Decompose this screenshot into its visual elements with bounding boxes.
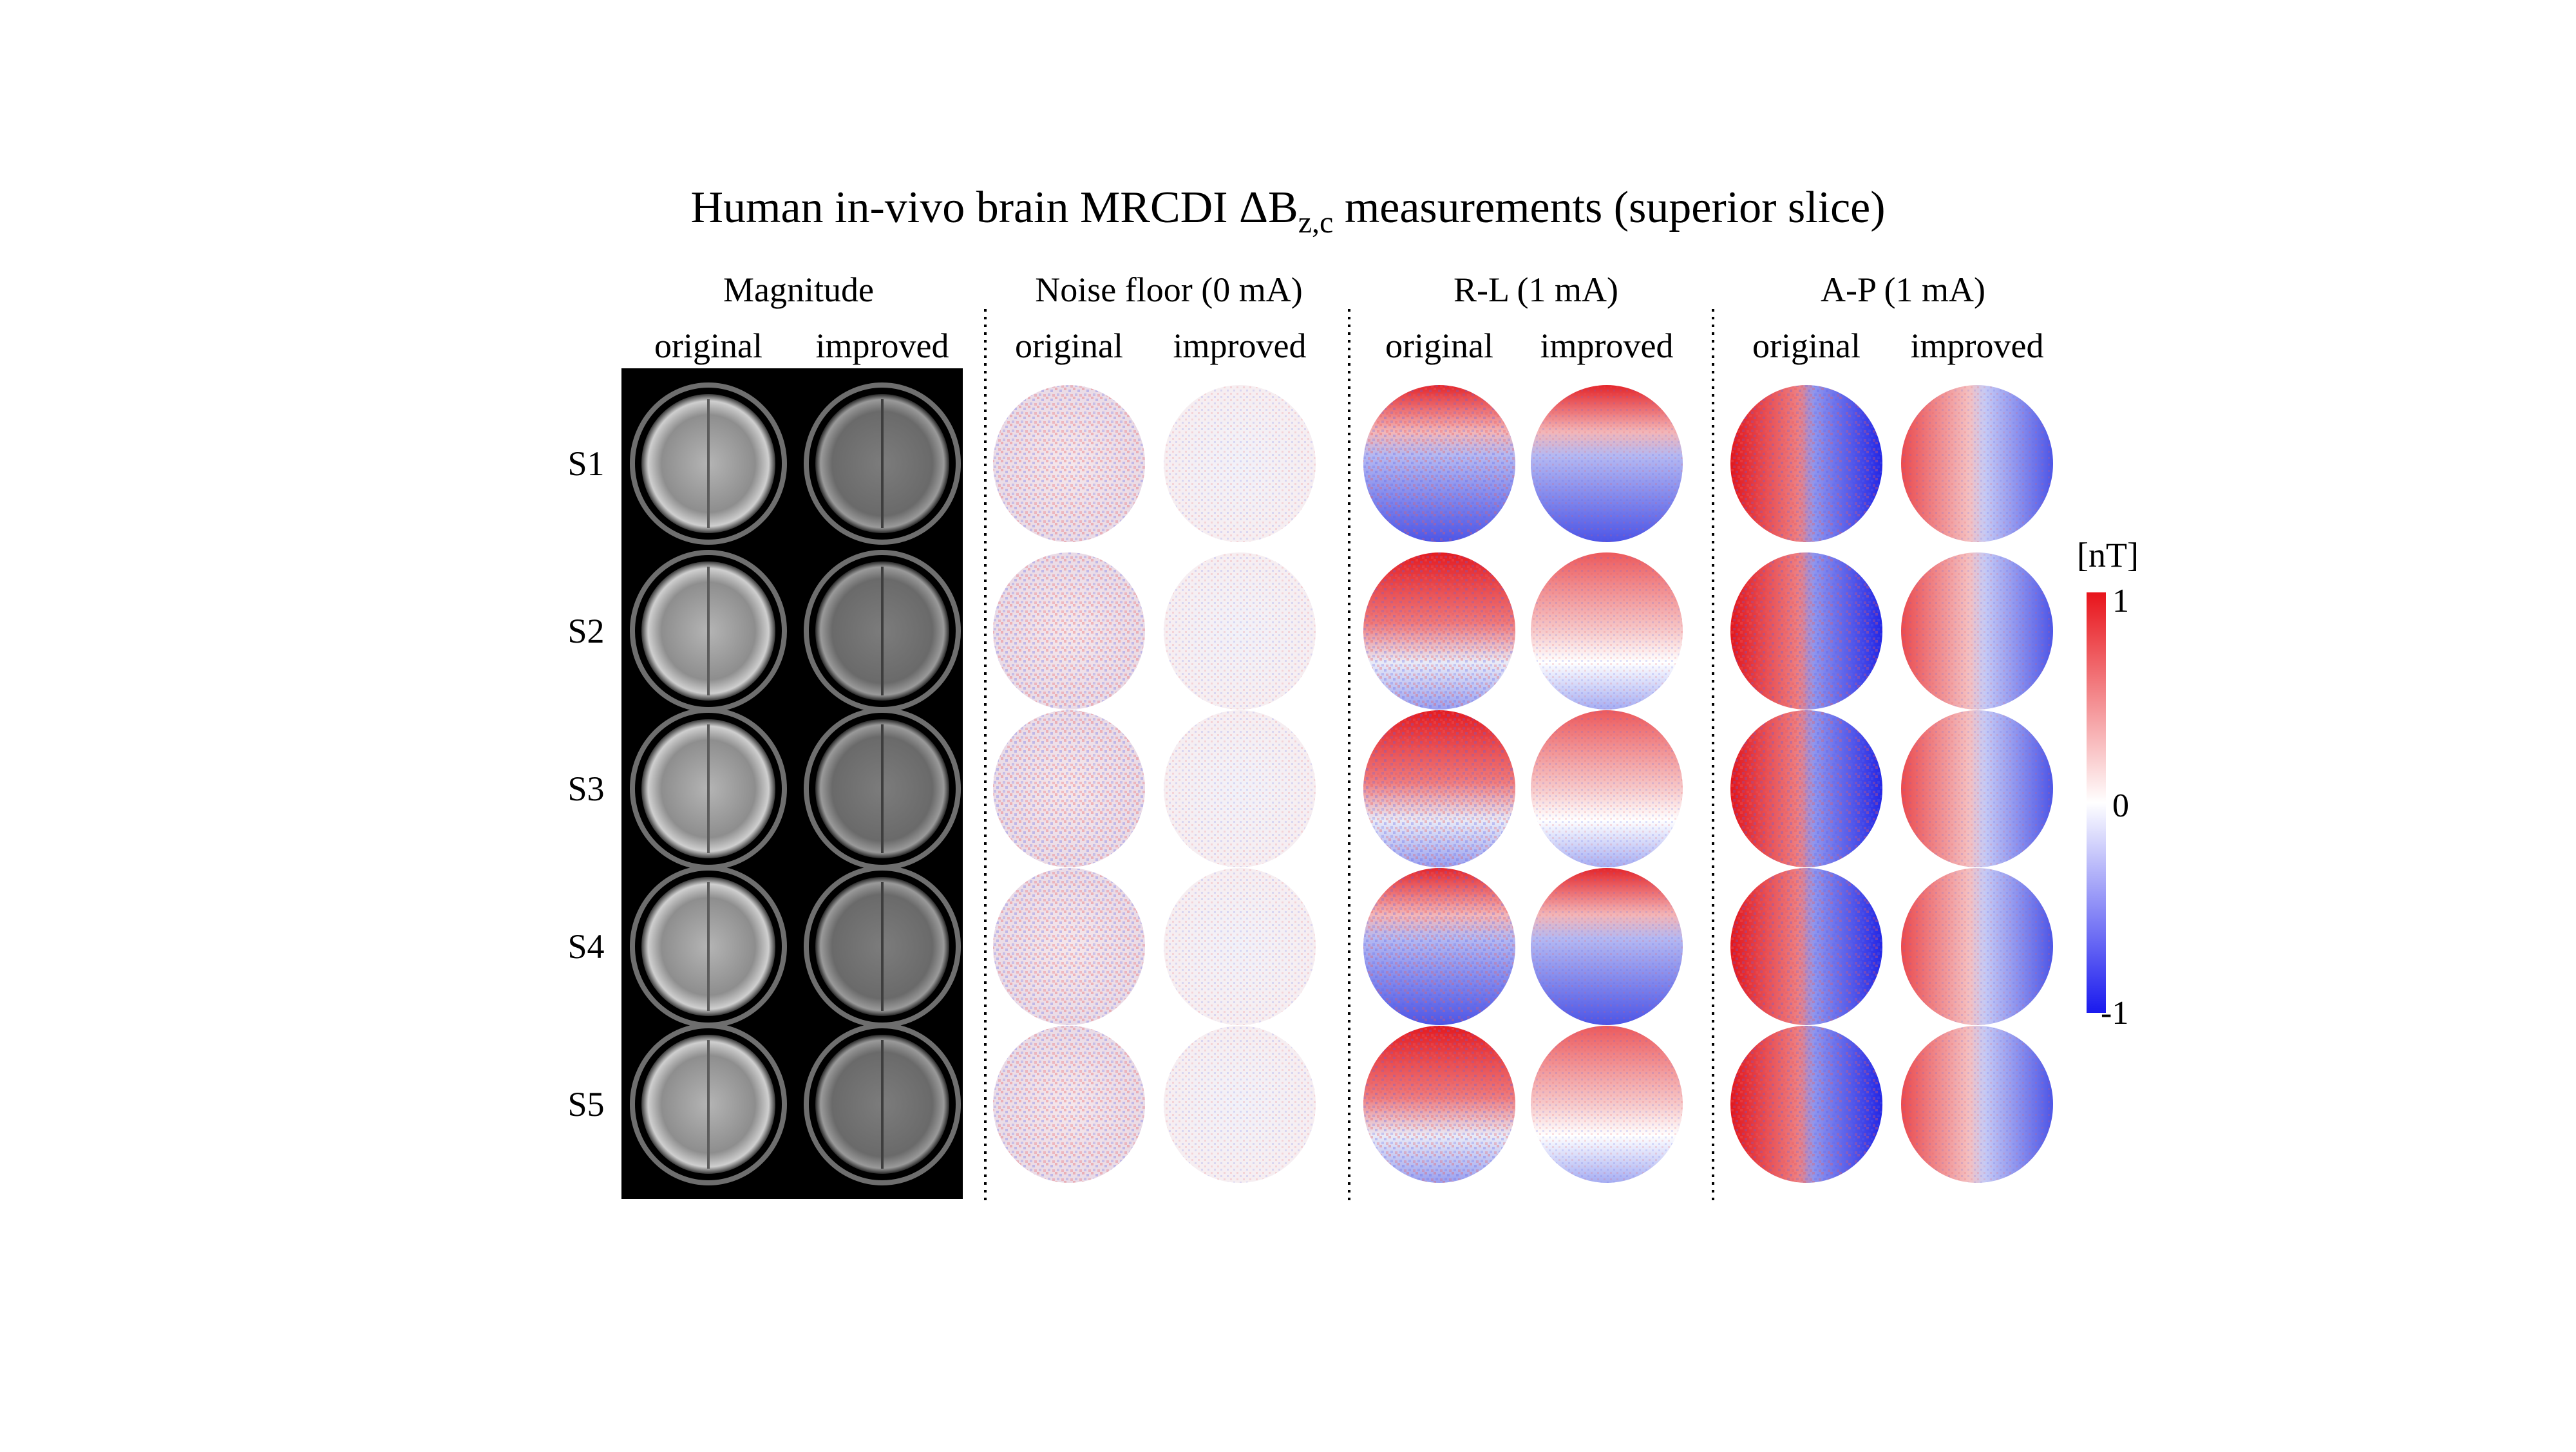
colorbar-mid-label: 0	[2112, 787, 2129, 824]
ap-map-s3-improved	[1901, 710, 2053, 867]
subject-label-s1: S1	[567, 444, 604, 483]
subject-label-s2: S2	[567, 612, 604, 650]
colorbar-unit-label: [nT]	[2077, 536, 2139, 574]
magnitude-image-s5-improved	[804, 1023, 961, 1185]
group-header-ap: A-P (1 mA)	[1821, 270, 1985, 309]
magnitude-image-s4-improved	[804, 865, 961, 1028]
svg-text:Human in-vivo brain MRCDI ΔBz,: Human in-vivo brain MRCDI ΔBz,c measurem…	[690, 183, 1885, 240]
rl-map-s3-improved	[1531, 710, 1683, 867]
rl-map-s3-original	[1363, 710, 1515, 867]
rl-map-s2-original	[1363, 552, 1515, 710]
noise-map-s1-improved	[1164, 385, 1316, 542]
noise-map-s3-original	[993, 710, 1145, 867]
noise-map-s5-improved	[1164, 1026, 1316, 1183]
magnitude-image-s1-improved	[804, 382, 961, 545]
ap-map-s2-improved	[1901, 552, 2053, 710]
column-label-magnitude-improved: improved	[816, 326, 949, 365]
noise-map-s3-improved	[1164, 710, 1316, 867]
rl-map-s4-original	[1363, 868, 1515, 1025]
column-label-noise-original: original	[1015, 326, 1123, 365]
column-label-rl-original: original	[1385, 326, 1493, 365]
column-label-ap-improved: improved	[1911, 326, 2044, 365]
rl-map-s1-original	[1363, 385, 1515, 542]
column-label-ap-original: original	[1752, 326, 1861, 365]
column-label-rl-improved: improved	[1540, 326, 1674, 365]
group-header-rl: R-L (1 mA)	[1454, 270, 1618, 309]
ap-map-s1-improved	[1901, 385, 2053, 542]
noise-map-s1-original	[993, 385, 1145, 542]
ap-map-s4-improved	[1901, 868, 2053, 1025]
column-label-magnitude-original: original	[654, 326, 762, 365]
magnitude-image-s1-original	[630, 382, 787, 545]
magnitude-image-s3-improved	[804, 708, 961, 870]
rl-map-s4-improved	[1531, 868, 1683, 1025]
ap-map-s2-original	[1730, 552, 1882, 710]
figure-title: Human in-vivo brain MRCDI ΔBz,c measurem…	[690, 183, 1885, 240]
ap-map-s5-improved	[1901, 1026, 2053, 1183]
rl-map-s5-improved	[1531, 1026, 1683, 1183]
colorbar-gradient	[2087, 592, 2106, 1013]
column-label-noise-improved: improved	[1173, 326, 1307, 365]
magnitude-image-s2-improved	[804, 550, 961, 712]
magnitude-image-s5-original	[630, 1023, 787, 1185]
colorbar: [nT] 1 0 -1	[2077, 536, 2139, 1032]
rl-map-s5-original	[1363, 1026, 1515, 1183]
ap-map-s5-original	[1730, 1026, 1882, 1183]
noise-map-s2-original	[993, 552, 1145, 710]
rl-map-s2-improved	[1531, 552, 1683, 710]
rl-map-s1-improved	[1531, 385, 1683, 542]
colorbar-max-label: 1	[2112, 583, 2129, 619]
group-header-noise: Noise floor (0 mA)	[1035, 270, 1302, 309]
subject-label-s4: S4	[567, 927, 604, 966]
group-header-magnitude: Magnitude	[723, 270, 874, 309]
subject-label-s3: S3	[567, 769, 604, 808]
noise-map-s4-original	[993, 868, 1145, 1025]
noise-map-s5-original	[993, 1026, 1145, 1183]
ap-map-s4-original	[1730, 868, 1882, 1025]
magnitude-image-s2-original	[630, 550, 787, 712]
ap-map-s1-original	[1730, 385, 1882, 542]
magnitude-image-s3-original	[630, 708, 787, 870]
colorbar-min-label: -1	[2101, 995, 2128, 1032]
ap-map-s3-original	[1730, 710, 1882, 867]
noise-map-s2-improved	[1164, 552, 1316, 710]
magnitude-image-s4-original	[630, 865, 787, 1028]
subject-label-s5: S5	[567, 1085, 604, 1124]
noise-map-s4-improved	[1164, 868, 1316, 1025]
